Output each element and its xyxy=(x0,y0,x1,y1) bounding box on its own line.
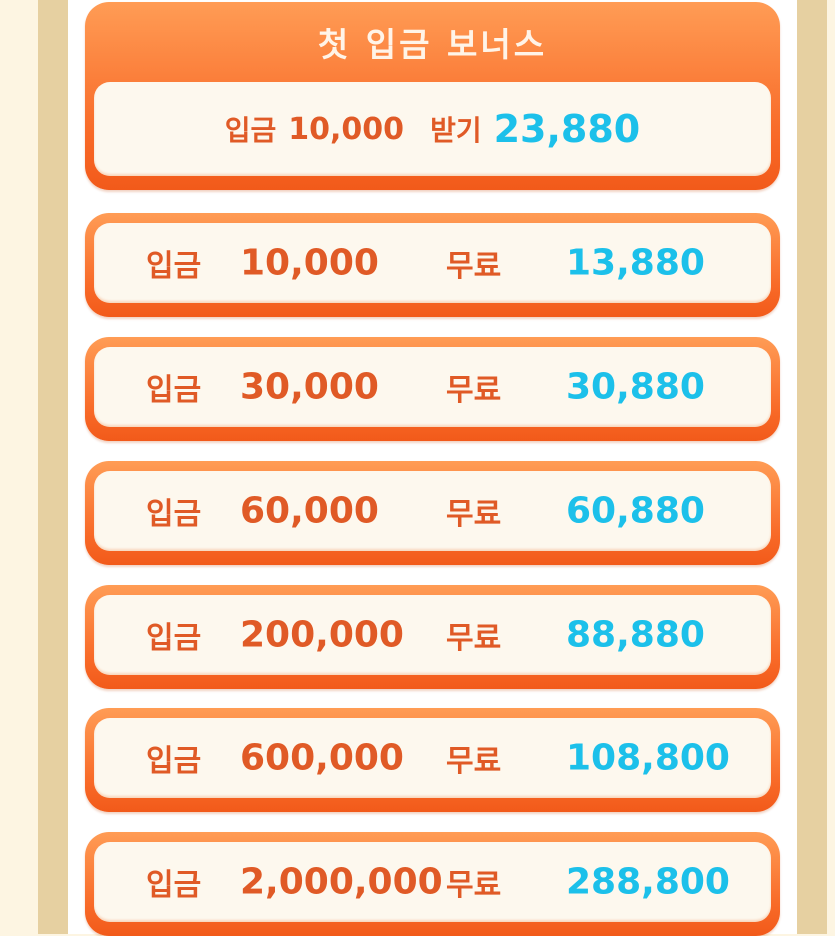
bonus-tier-row[interactable]: 입금 10,000 무료 13,880 xyxy=(85,213,780,317)
first-deposit-bonus-card: 첫 입금 보너스 입금 10,000 받기 23,880 xyxy=(85,2,780,190)
free-label: 무료 xyxy=(446,621,502,656)
free-amount: 13,880 xyxy=(566,242,705,284)
bonus-tier-panel: 입금 2,000,000 무료 288,800 xyxy=(94,842,771,922)
bonus-tier-row[interactable]: 입금 600,000 무료 108,800 xyxy=(85,708,780,812)
free-label: 무료 xyxy=(446,744,502,779)
deposit-label: 입금 xyxy=(224,114,277,147)
bonus-tier-panel: 입금 600,000 무료 108,800 xyxy=(94,718,771,798)
deposit-amount: 60,000 xyxy=(240,490,379,532)
bonus-summary: 입금 10,000 받기 23,880 xyxy=(94,82,771,176)
deposit-label: 입금 xyxy=(146,621,202,656)
free-amount: 288,800 xyxy=(566,861,730,903)
bonus-title: 첫 입금 보너스 xyxy=(317,25,548,64)
deposit-amount: 600,000 xyxy=(240,737,404,779)
deposit-amount: 10,000 xyxy=(288,111,405,147)
frame-left xyxy=(38,0,68,934)
bonus-tier-row[interactable]: 입금 60,000 무료 60,880 xyxy=(85,461,780,565)
bonus-tier-panel: 입금 30,000 무료 30,880 xyxy=(94,347,771,427)
frame-right xyxy=(797,0,827,934)
bonus-tier-row[interactable]: 입금 200,000 무료 88,880 xyxy=(85,585,780,689)
deposit-amount: 10,000 xyxy=(240,242,379,284)
free-amount: 60,880 xyxy=(566,490,705,532)
free-amount: 108,800 xyxy=(566,737,730,779)
free-amount: 30,880 xyxy=(566,366,705,408)
receive-label: 받기 xyxy=(430,114,482,147)
deposit-label: 입금 xyxy=(146,497,202,532)
deposit-amount: 2,000,000 xyxy=(240,861,443,903)
deposit-label: 입금 xyxy=(146,744,202,779)
free-amount: 88,880 xyxy=(566,614,705,656)
free-label: 무료 xyxy=(446,373,502,408)
free-label: 무료 xyxy=(446,497,502,532)
bonus-tier-panel: 입금 200,000 무료 88,880 xyxy=(94,595,771,675)
bonus-tier-row[interactable]: 입금 2,000,000 무료 288,800 xyxy=(85,832,780,936)
deposit-label: 입금 xyxy=(146,373,202,408)
receive-amount: 23,880 xyxy=(493,107,641,151)
bonus-tier-panel: 입금 60,000 무료 60,880 xyxy=(94,471,771,551)
deposit-label: 입금 xyxy=(146,249,202,284)
free-label: 무료 xyxy=(446,868,502,903)
free-label: 무료 xyxy=(446,249,502,284)
deposit-label: 입금 xyxy=(146,868,202,903)
bonus-tier-panel: 입금 10,000 무료 13,880 xyxy=(94,223,771,303)
deposit-amount: 200,000 xyxy=(240,614,404,656)
deposit-amount: 30,000 xyxy=(240,366,379,408)
bonus-tier-row[interactable]: 입금 30,000 무료 30,880 xyxy=(85,337,780,441)
